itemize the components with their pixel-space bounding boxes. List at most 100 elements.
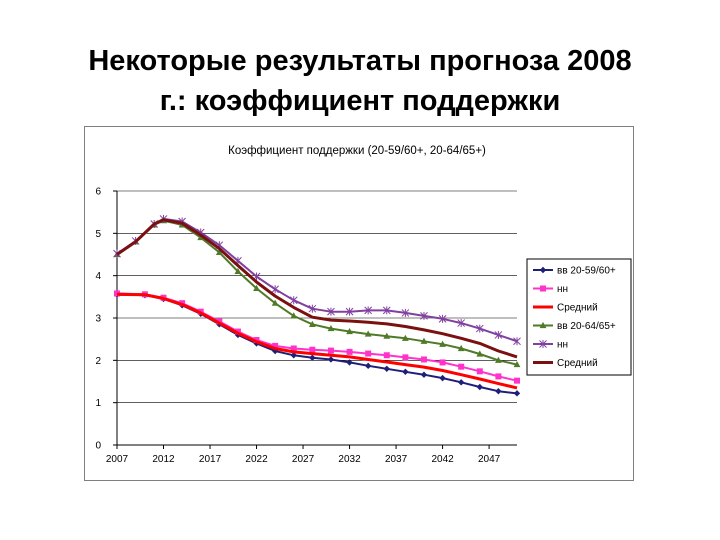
series-4-point-13: [345, 307, 354, 316]
series-1-point-11: [327, 347, 334, 354]
series-4-point-17: [420, 311, 428, 320]
series-3-point-9: [271, 299, 279, 306]
y-tick-label-3: 3: [95, 314, 101, 325]
chart-axes: 0 1 2 3 4 5 6 2007 2012 2017 2022 2027 2032 2037 2042 2…: [95, 187, 517, 465]
legend-swatch-marker-4: [539, 340, 547, 348]
series-4-point-16: [401, 308, 410, 317]
series-4-point-21: [494, 330, 503, 339]
series-4-point-20: [475, 324, 484, 333]
y-tick-label-5: 5: [95, 229, 101, 240]
x-tick-label-2007: 2007: [106, 454, 129, 465]
legend-label-2: Средний: [557, 303, 598, 314]
series-1-point-17: [439, 359, 446, 366]
series-0-point-13: [364, 362, 372, 370]
series-1-point-16: [420, 356, 427, 363]
legend-entry-4: нн: [533, 340, 568, 351]
series-1-point-19: [476, 368, 483, 375]
slide-title-line-1: Некоторые результаты прогноза 2008: [88, 45, 632, 78]
series-4-point-22: [513, 337, 521, 346]
legend-label-0: вв 20-59/60+: [557, 266, 616, 277]
series-3-point-11: [308, 320, 316, 327]
series-0-point-9: [290, 352, 297, 359]
legend-entry-1: нн: [533, 284, 568, 295]
series-0: [113, 291, 521, 397]
series-3-point-21: [494, 356, 502, 363]
series-3-point-8: [253, 284, 260, 291]
series-3-point-10: [290, 312, 298, 319]
series-5: [116, 218, 518, 359]
series-3-point-22: [513, 360, 521, 368]
series-1-point-18: [458, 363, 465, 370]
x-tick-label-2032: 2032: [338, 454, 361, 465]
support-ratio-chart: Коэффициент поддержки (20-59/60+, 20-64/…: [95, 145, 632, 465]
series-0-point-15: [402, 368, 409, 375]
series-1-point-15: [402, 354, 409, 361]
series-0-point-14: [383, 365, 390, 372]
slide-title-line-2: г.: коэффициент поддержки: [159, 85, 561, 118]
legend-entry-2: Средний: [533, 303, 598, 314]
series-1-point-9: [290, 345, 297, 352]
x-tick-label-2037: 2037: [385, 454, 408, 465]
series-1-point-7: [253, 337, 260, 344]
series-1-point-8: [272, 342, 279, 349]
series-1-point-14: [383, 352, 390, 359]
legend-swatch-marker-3: [539, 321, 547, 329]
series-4-point-9: [271, 285, 279, 294]
x-tick-label-2042: 2042: [431, 454, 454, 465]
series-4-point-18: [438, 314, 447, 323]
series-4-point-11: [308, 304, 317, 313]
legend-entry-0: вв 20-59/60+: [533, 266, 616, 277]
series-3-point-17: [420, 337, 428, 344]
chart-series: [113, 214, 521, 397]
series-0-point-21: [513, 390, 521, 397]
legend-swatch-marker-0: [539, 266, 547, 274]
series-4-line: [116, 217, 518, 343]
y-tick-label-2: 2: [95, 356, 101, 367]
legend-entry-3: вв 20-64/65+: [533, 321, 616, 332]
series-0-point-18: [457, 379, 465, 386]
series-0-point-10: [309, 354, 316, 361]
x-tick-label-2017: 2017: [199, 454, 222, 465]
x-tick-label-2027: 2027: [292, 454, 315, 465]
x-tick-label-2022: 2022: [245, 454, 268, 465]
series-1-point-12: [346, 348, 353, 355]
y-tick-label-0: 0: [95, 441, 101, 452]
series-3-line: [116, 219, 518, 366]
series-1-point-13: [365, 350, 372, 357]
series-4: [113, 214, 521, 346]
chart-title: Коэффициент поддержки (20-59/60+, 20-64/…: [228, 145, 486, 157]
series-3-point-13: [346, 327, 353, 335]
x-tick-label-2012: 2012: [152, 454, 175, 465]
legend-label-4: нн: [557, 340, 568, 351]
legend-label-5: Средний: [557, 358, 598, 369]
series-2-line: [116, 292, 518, 390]
chart-legend: вв 20-59/60+ нн Средний вв 20-64/65+ нн Средн…: [526, 258, 632, 376]
legend-label-1: нн: [557, 284, 568, 295]
legend-box: [526, 258, 632, 376]
y-tick-label-1: 1: [95, 398, 101, 409]
y-tick-label-4: 4: [95, 271, 101, 282]
series-3-point-6: [215, 248, 223, 255]
series-0-point-11: [327, 356, 335, 363]
y-tick-label-6: 6: [95, 187, 101, 198]
legend-swatch-marker-1: [540, 285, 546, 292]
series-3-point-7: [234, 267, 242, 275]
x-tick-label-2047: 2047: [478, 454, 501, 465]
chart-frame: Коэффициент поддержки (20-59/60+, 20-64/…: [84, 126, 634, 481]
series-0-point-20: [495, 388, 502, 395]
series-1-point-5: [216, 318, 223, 325]
series-4-point-14: [364, 306, 373, 315]
series-1-point-21: [514, 377, 520, 384]
series-2: [116, 292, 518, 390]
series-0-point-17: [439, 374, 446, 382]
series-3-point-12: [327, 324, 335, 332]
series-3-point-15: [383, 332, 391, 339]
series-3-point-5: [197, 233, 205, 241]
series-4-point-12: [327, 307, 335, 316]
slide-title: Некоторые результаты прогноза 2008 г.: к…: [20, 41, 700, 121]
series-3-point-19: [457, 344, 465, 352]
series-4-point-10: [289, 296, 298, 305]
series-3-point-14: [364, 330, 372, 337]
series-1-point-10: [309, 346, 316, 353]
series-3-point-18: [439, 340, 446, 347]
